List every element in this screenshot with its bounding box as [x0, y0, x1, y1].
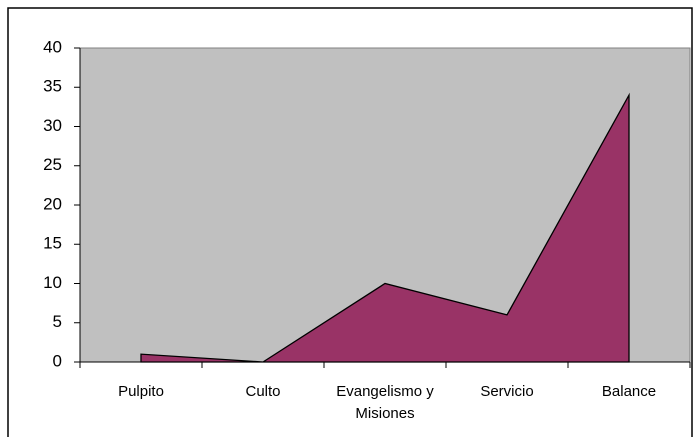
y-tick-label: 40 [43, 37, 62, 56]
y-tick-label: 15 [43, 234, 62, 253]
y-tick-label: 35 [43, 77, 62, 96]
x-tick-label: Pulpito [118, 383, 164, 400]
y-tick-label: 25 [43, 155, 62, 174]
y-tick-label: 0 [53, 351, 62, 370]
y-tick-label: 20 [43, 194, 62, 213]
x-tick-label: Balance [601, 383, 657, 400]
y-tick-label: 5 [53, 312, 62, 331]
area [140, 92, 630, 363]
x-tick-label: Culto [245, 383, 281, 400]
y-tick-label: 10 [43, 273, 62, 292]
x-tick-label: Servicio [480, 383, 534, 400]
x-tick-label: Evangelismo y Misiones [336, 383, 434, 422]
y-tick-label: 30 [43, 116, 62, 135]
